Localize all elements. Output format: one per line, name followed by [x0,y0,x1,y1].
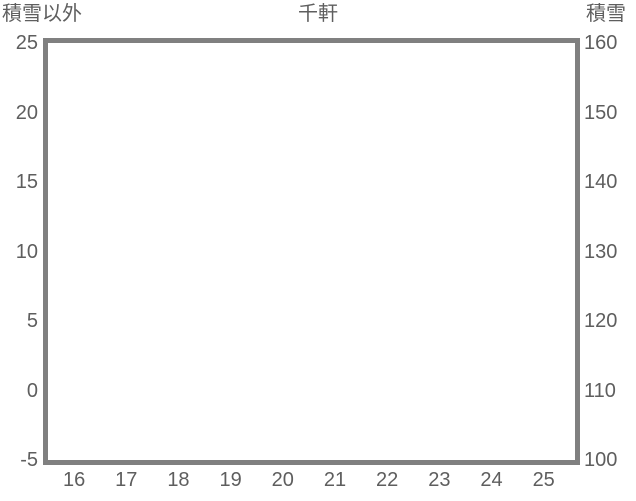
x-tick: 19 [219,469,242,491]
x-tick: 23 [428,469,451,491]
chart-title: 千軒 [298,3,338,25]
y-tick-right: 130 [584,240,618,263]
x-tick: 22 [376,469,399,491]
y-tick-right: 100 [584,449,618,471]
x-tick: 20 [271,469,294,491]
y-tick-left: 25 [15,32,38,54]
y-tick-left: 5 [26,310,38,332]
x-tick: 25 [532,469,555,491]
x-tick: 21 [323,469,347,491]
y-tick-right: 140 [584,171,618,193]
x-tick: 18 [167,469,190,491]
plot-area [43,38,580,465]
plot-frame [43,38,580,465]
y-tick-left: 20 [15,101,38,124]
x-tick: 17 [115,469,138,491]
y-tick-left: -5 [20,449,38,471]
y-tick-right: 110 [584,379,616,402]
right-axis-title: 積雪 [586,3,626,25]
y-tick-right: 120 [584,310,618,332]
y-tick-right: 150 [584,101,618,124]
y-tick-left: 10 [15,240,38,263]
left-axis-title: 積雪以外 [2,3,82,25]
x-tick: 24 [480,469,503,491]
y-tick-right: 160 [584,32,618,54]
y-tick-left: 15 [15,171,38,193]
y-tick-left: 0 [26,379,38,402]
x-tick: 16 [62,469,86,491]
